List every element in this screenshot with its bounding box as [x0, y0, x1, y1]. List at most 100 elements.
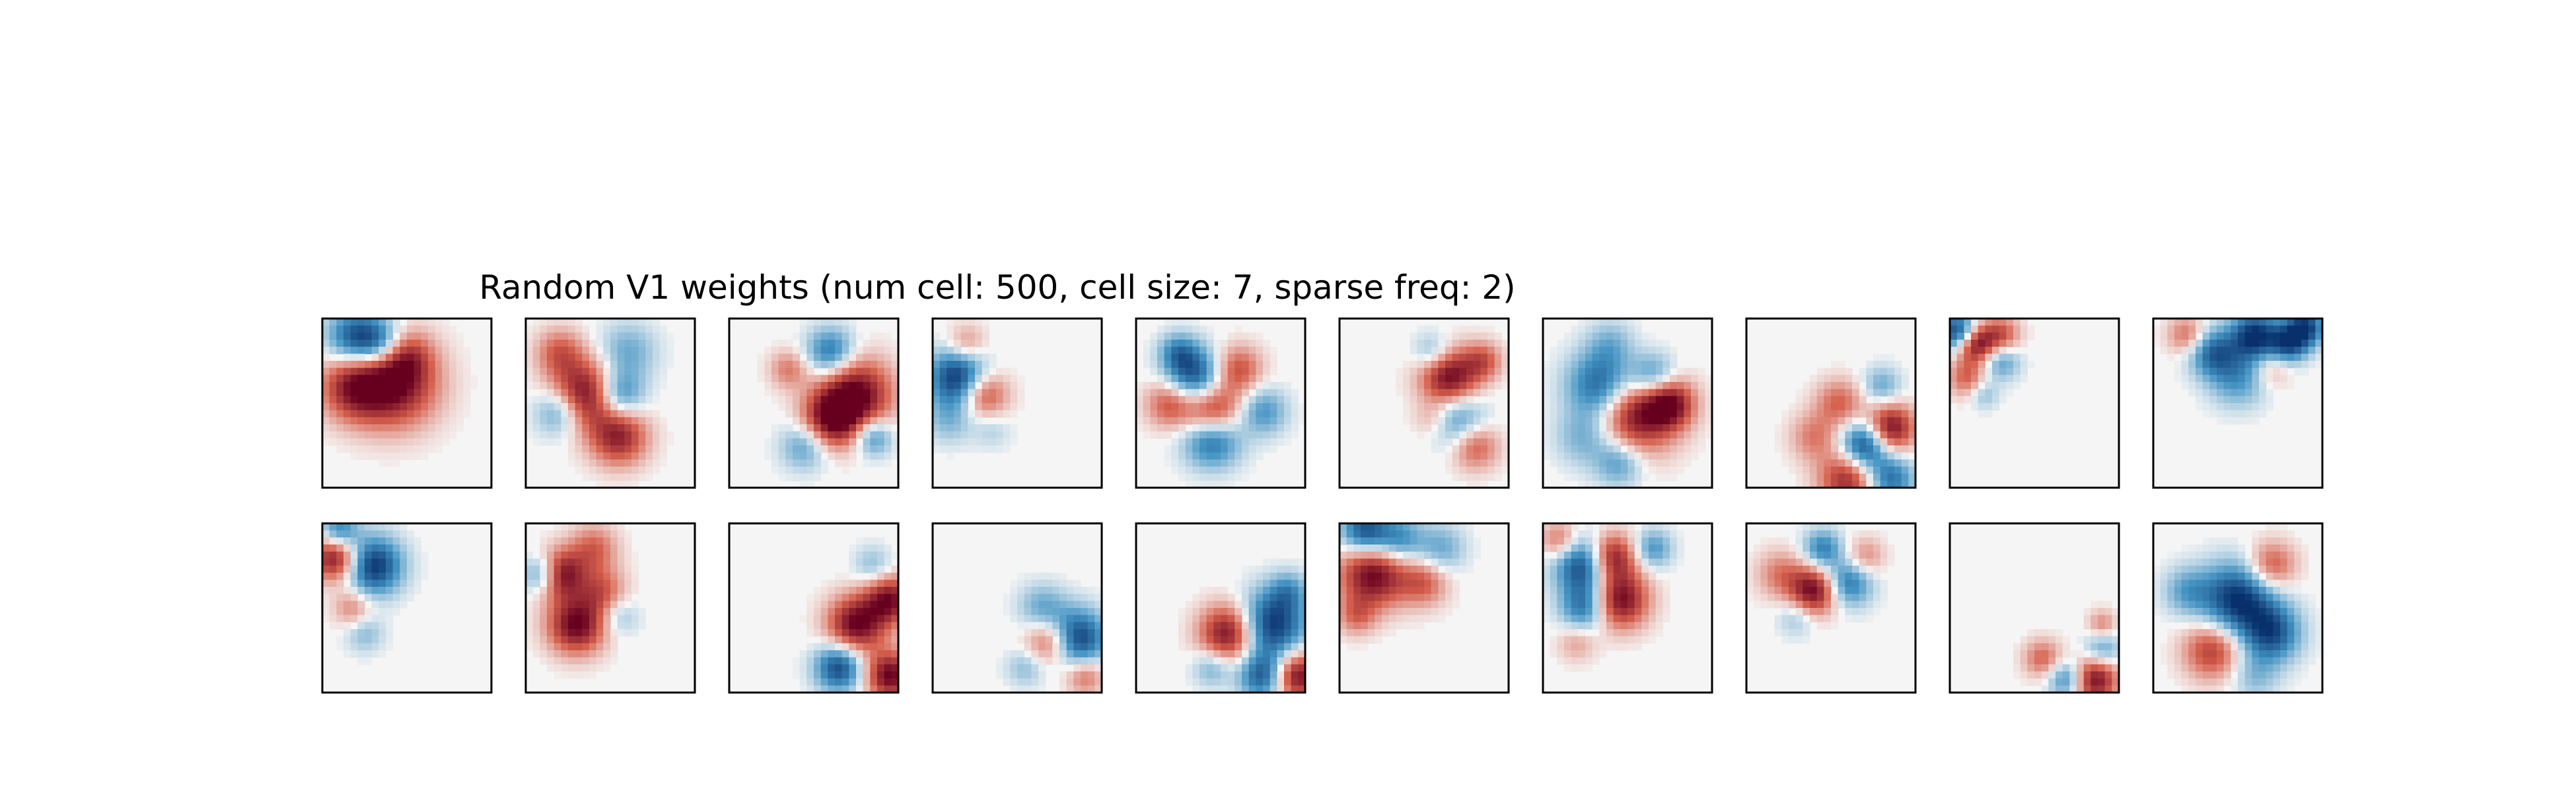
heatmap-cell — [1852, 473, 1860, 481]
heatmap-cell — [1382, 572, 1390, 580]
heatmap-cell — [407, 566, 415, 574]
heatmap-cell — [568, 622, 576, 630]
heatmap-cell — [1620, 566, 1628, 574]
heatmap-cell — [1459, 537, 1467, 545]
heatmap-cell — [2280, 346, 2288, 354]
heatmap-cell — [1277, 424, 1285, 432]
heatmap-cell — [1206, 587, 1214, 595]
heatmap-cell — [1445, 523, 1453, 531]
heatmap-cell — [1501, 367, 1509, 375]
heatmap-cell — [1017, 382, 1025, 390]
heatmap-cell — [1480, 452, 1488, 460]
heatmap-cell — [1284, 601, 1292, 609]
heatmap-cell — [835, 403, 843, 411]
heatmap-cell — [1263, 636, 1271, 644]
heatmap-cell — [350, 431, 358, 439]
heatmap-cell — [1676, 558, 1684, 566]
heatmap-cell — [378, 417, 386, 425]
heatmap-cell — [1270, 389, 1277, 397]
heatmap-cell — [1263, 403, 1271, 411]
heatmap-cell — [1592, 558, 1600, 566]
heatmap-cell — [1543, 523, 1551, 531]
heatmap-cell — [863, 664, 871, 672]
heatmap-cell — [1221, 480, 1229, 488]
heatmap-cell — [582, 459, 590, 467]
heatmap-cell — [863, 622, 871, 630]
heatmap-cell — [1698, 389, 1705, 397]
heatmap-cell — [1606, 551, 1614, 559]
heatmap-cell — [1221, 636, 1229, 644]
heatmap-cell — [603, 523, 611, 531]
heatmap-cell — [357, 551, 365, 559]
heatmap-cell — [1192, 685, 1200, 693]
heatmap-cell — [1417, 424, 1425, 432]
heatmap-cell — [1192, 629, 1200, 637]
heatmap-cell — [1838, 473, 1845, 481]
heatmap-cell — [1810, 473, 1818, 481]
heatmap-cell — [428, 445, 436, 453]
heatmap-cell — [1795, 410, 1803, 418]
heatmap-cell — [589, 615, 597, 623]
heatmap-cell — [561, 650, 569, 658]
heatmap-cell — [392, 445, 400, 453]
heatmap-cell — [1578, 551, 1586, 559]
heatmap-cell — [1431, 332, 1439, 340]
heatmap-cell — [1655, 382, 1663, 390]
heatmap-cell — [1473, 332, 1481, 340]
heatmap-cell — [1557, 593, 1565, 601]
heatmap-cell — [877, 361, 885, 369]
heatmap-cell — [554, 417, 561, 425]
heatmap-cell — [603, 622, 611, 630]
heatmap-cell — [371, 354, 379, 361]
heatmap-cell — [863, 580, 871, 587]
heatmap-cell — [785, 396, 793, 404]
heatmap-cell — [1136, 396, 1144, 404]
heatmap-cell — [378, 636, 386, 644]
heatmap-cell — [1887, 417, 1895, 425]
heatmap-cell — [1242, 572, 1250, 580]
heatmap-cell — [386, 608, 394, 616]
heatmap-cell — [1298, 615, 1306, 623]
heatmap-cell — [617, 459, 625, 467]
heatmap-cell — [849, 424, 857, 432]
heatmap-cell — [1199, 593, 1207, 601]
heatmap-cell — [1459, 340, 1467, 348]
heatmap-cell — [582, 615, 590, 623]
heatmap-cell — [877, 459, 885, 467]
heatmap-cell — [1052, 622, 1060, 630]
heatmap-cell — [1445, 389, 1453, 397]
heatmap-cell — [603, 643, 611, 651]
heatmap-cell — [975, 319, 983, 326]
heatmap-cell — [841, 382, 849, 390]
heatmap-cell — [575, 671, 583, 679]
heatmap-cell — [1431, 537, 1439, 545]
heatmap-cell — [1248, 615, 1256, 623]
heatmap-cell — [1592, 319, 1600, 326]
heatmap-cell — [1578, 389, 1586, 397]
heatmap-cell — [1655, 551, 1663, 559]
heatmap-cell — [378, 558, 386, 566]
heatmap-cell — [1557, 382, 1565, 390]
heatmap-cell — [435, 389, 443, 397]
heatmap-cell — [1361, 615, 1369, 623]
heatmap-cell — [1473, 473, 1481, 481]
heatmap-cell — [2217, 417, 2225, 425]
heatmap-cell — [863, 375, 871, 383]
heatmap-cell — [1396, 622, 1404, 630]
heatmap-cell — [870, 601, 878, 609]
heatmap-cell — [820, 431, 828, 439]
heatmap-cell — [799, 382, 807, 390]
heatmap-cell — [799, 410, 807, 418]
heatmap-cell — [610, 473, 618, 481]
heatmap-cell — [463, 367, 471, 375]
heatmap-cell — [386, 593, 394, 601]
heatmap-cell — [1431, 340, 1439, 348]
heatmap-cell — [1473, 346, 1481, 354]
heatmap-cell — [1670, 467, 1678, 474]
heatmap-cell — [561, 558, 569, 566]
heatmap-cell — [870, 650, 878, 658]
heatmap-cell — [1045, 593, 1053, 601]
heatmap-cell — [1375, 601, 1382, 609]
heatmap-cell — [1452, 410, 1460, 418]
